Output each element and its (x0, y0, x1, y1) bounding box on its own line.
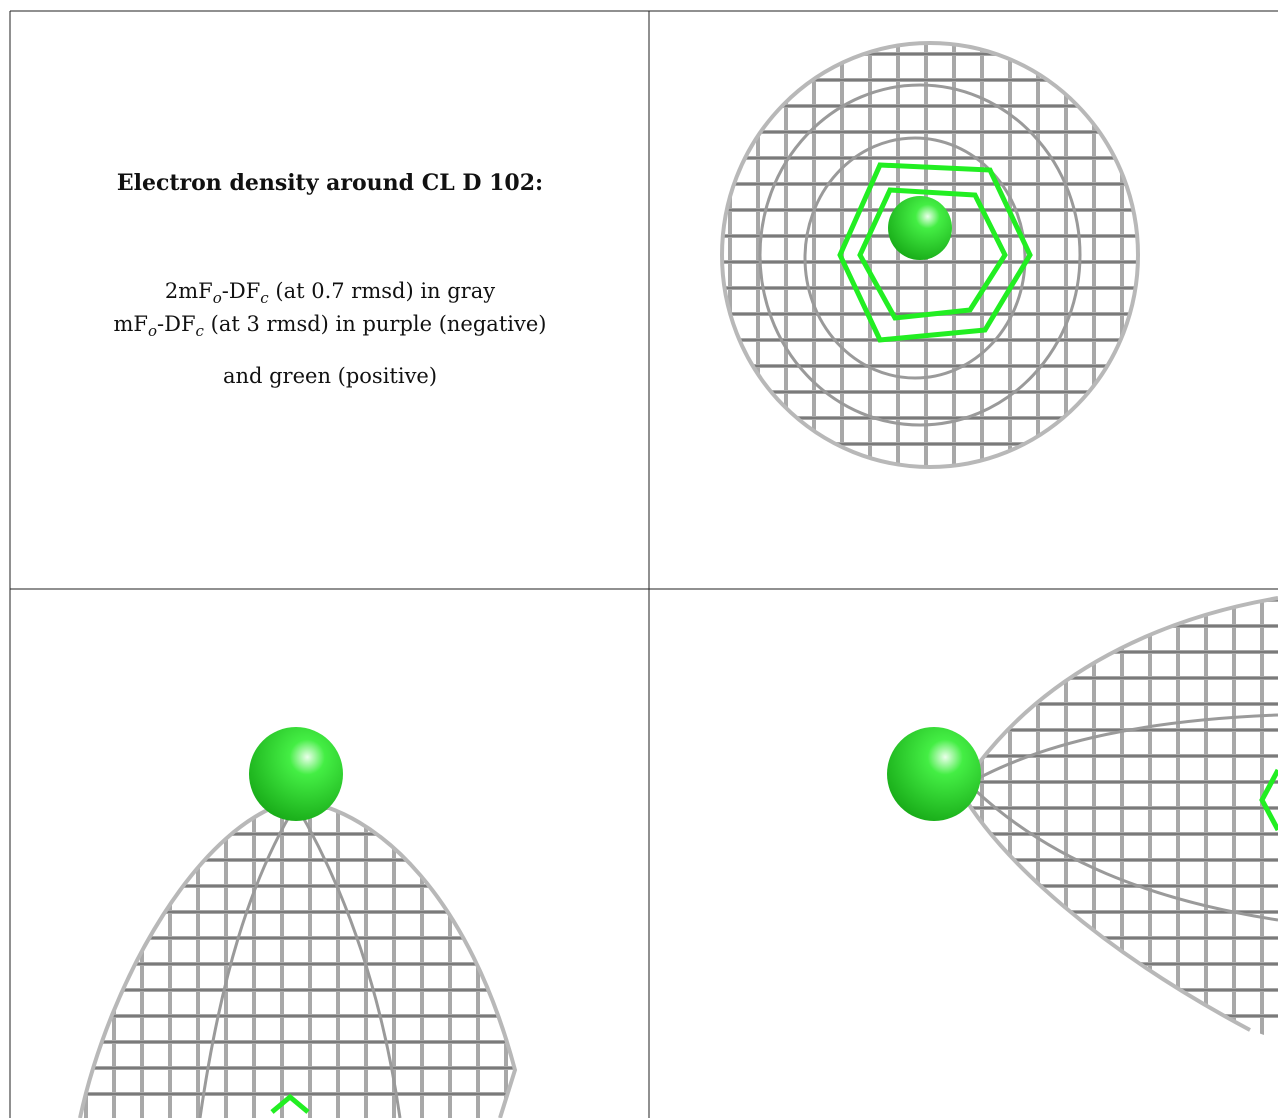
caption-text: and green (positive) (223, 364, 437, 388)
mesh-rim (803, 136, 1027, 380)
caption-text: 2mF (165, 279, 213, 303)
caption-text: -DF (157, 312, 196, 336)
subscript: c (260, 289, 269, 307)
difference-mesh (270, 1093, 310, 1114)
caption-title: Electron density around CL D 102: (117, 170, 543, 196)
mesh-rim (198, 804, 402, 1118)
mesh-rim (78, 798, 518, 1118)
difference-mesh (837, 162, 1033, 343)
density-view (887, 596, 1278, 1040)
atom (249, 727, 343, 821)
difference-mesh (1259, 768, 1278, 832)
density-view (78, 727, 518, 1118)
mesh-rim (758, 83, 1082, 427)
caption-line: 2mFo-DFc (at 0.7 rmsd) in gray (165, 279, 495, 307)
mesh (960, 598, 1278, 1040)
atom (887, 727, 981, 821)
caption-text: (at 0.7 rmsd) in gray (269, 279, 496, 303)
mesh (80, 800, 515, 1118)
caption-line: and green (positive) (223, 364, 437, 388)
difference-mesh (857, 187, 1008, 321)
subscript: o (148, 322, 157, 340)
atom (888, 196, 952, 260)
mesh-rim (720, 41, 1140, 469)
caption-text: mF (114, 312, 148, 336)
subscript: c (196, 322, 205, 340)
mesh-rim (958, 596, 1278, 1032)
caption-text: -DF (222, 279, 261, 303)
density-view (720, 41, 1140, 469)
caption-text: (at 3 rmsd) in purple (negative) (204, 312, 547, 336)
subscript: o (213, 289, 222, 307)
mesh-rim (973, 713, 1278, 922)
caption-line: mFo-DFc (at 3 rmsd) in purple (negative) (114, 312, 547, 340)
